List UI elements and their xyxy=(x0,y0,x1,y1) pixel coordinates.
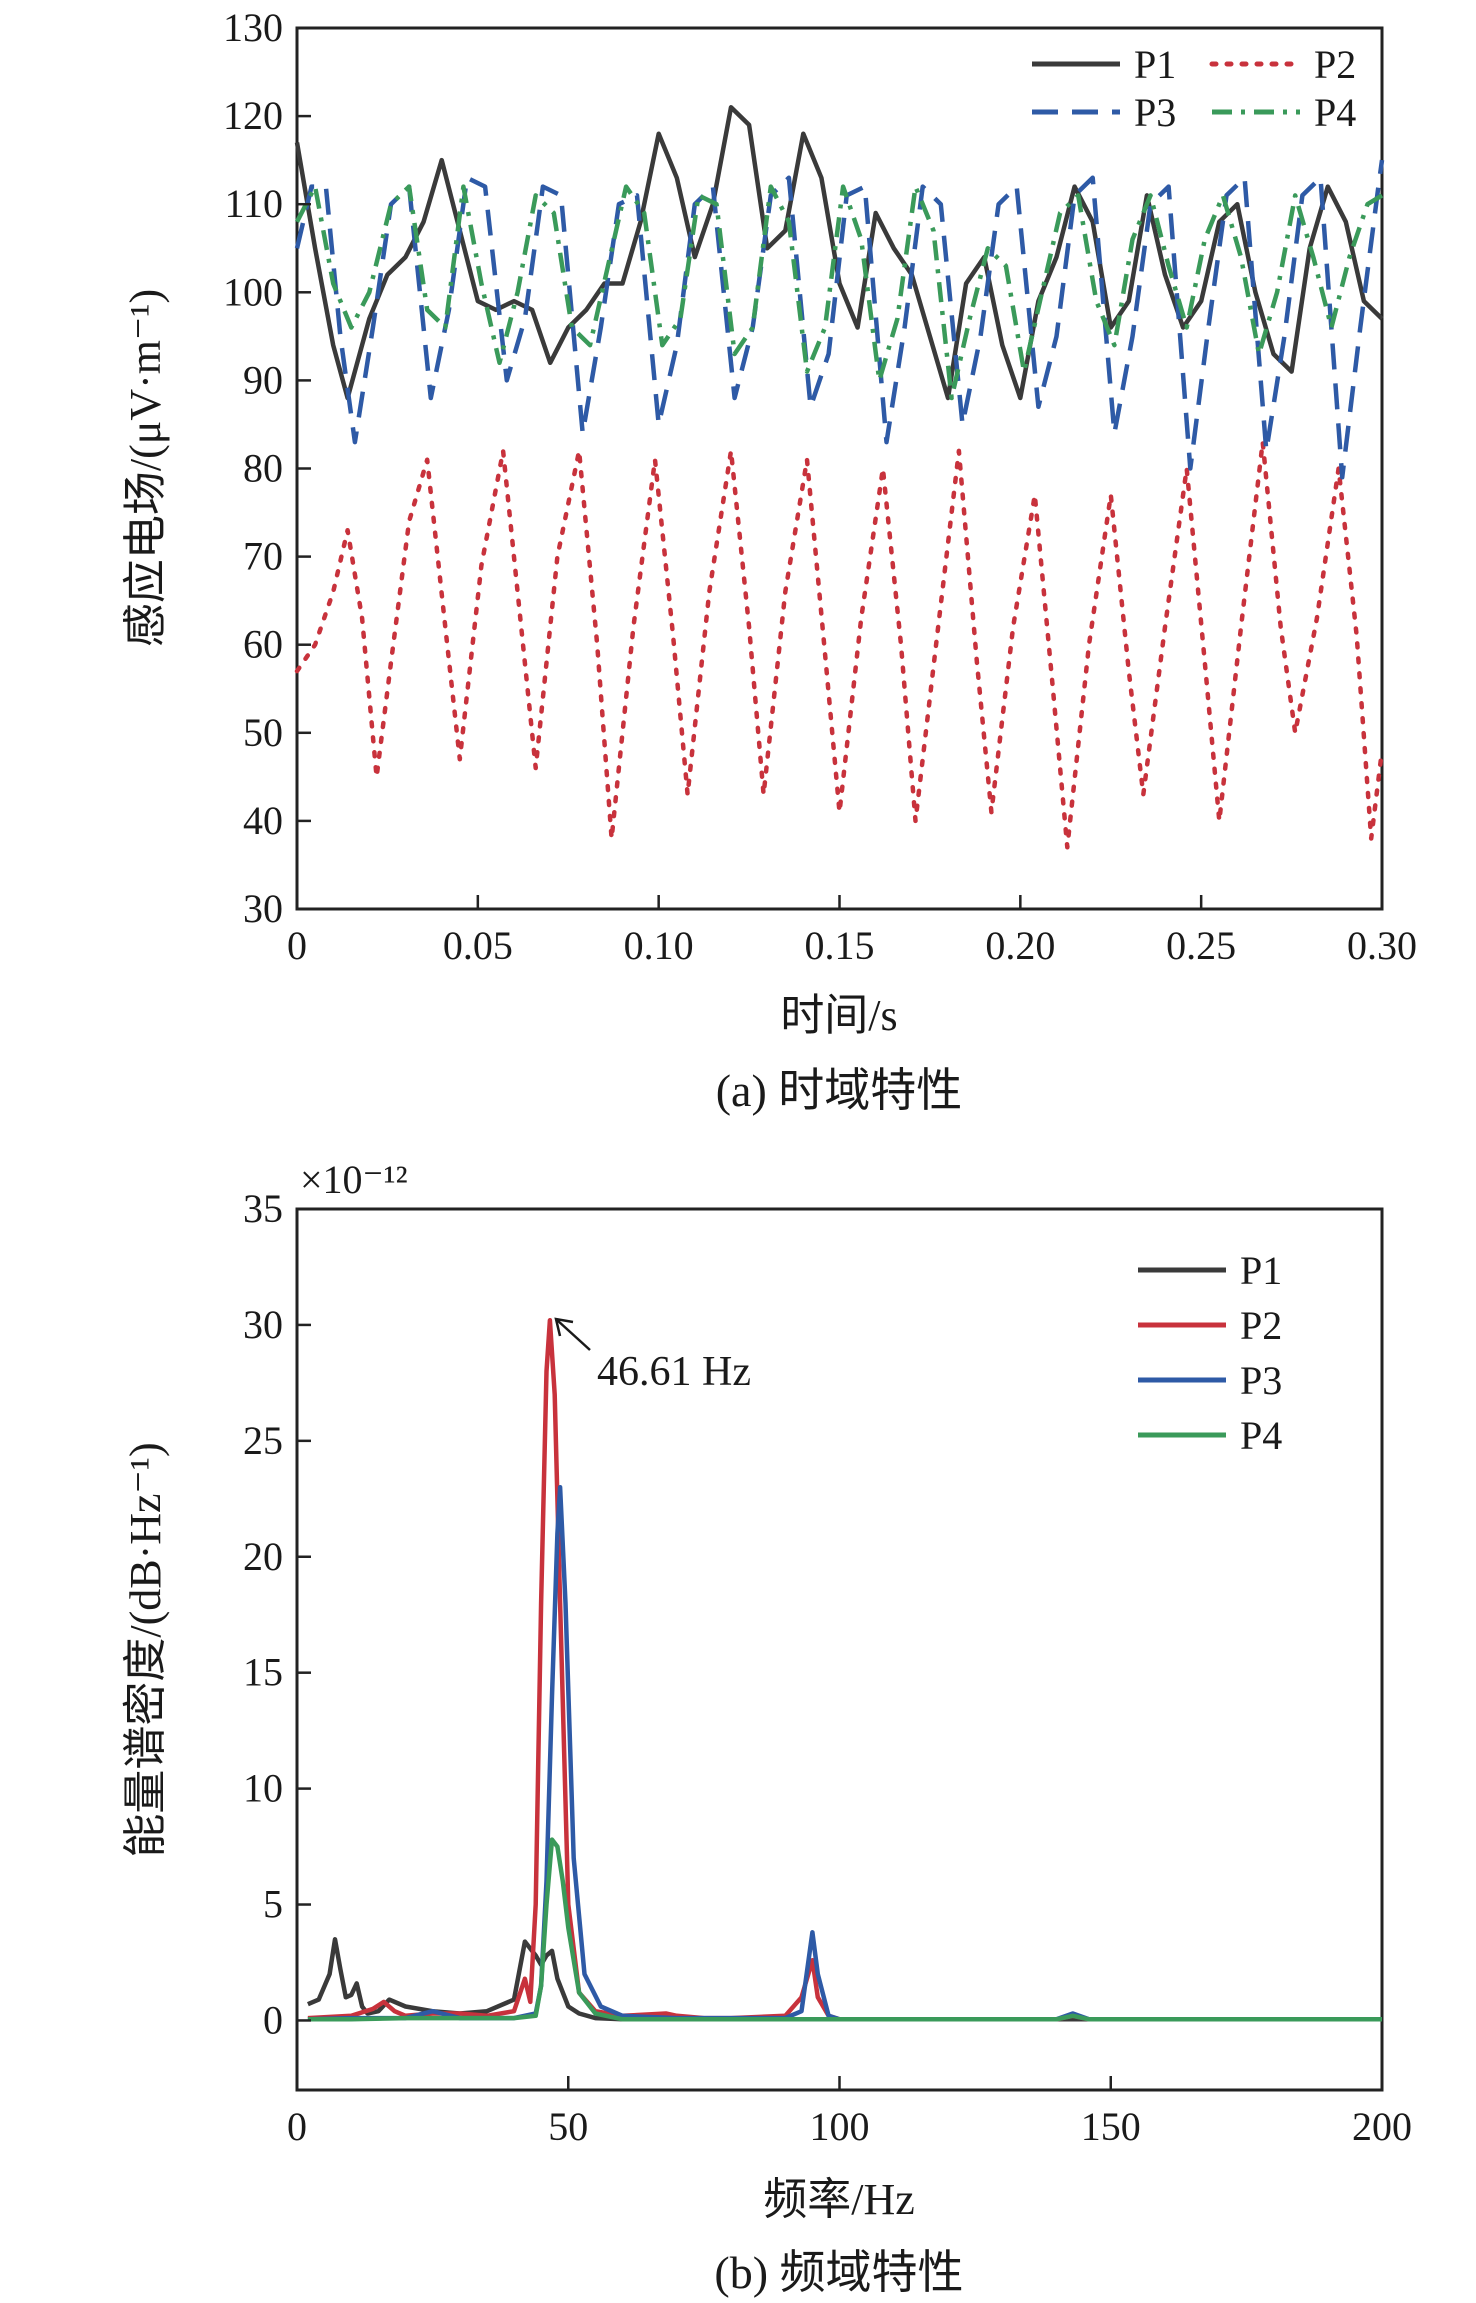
y-tick-label: 15 xyxy=(243,1650,283,1695)
series-line-p1 xyxy=(294,105,1384,401)
series-line-p1 xyxy=(307,1937,1382,2022)
y-tick-label: 35 xyxy=(243,1186,283,1231)
series-line-p2 xyxy=(294,439,1385,850)
x-tick-label: 0 xyxy=(287,2104,307,2149)
legend: P1 P2 P3 P4 xyxy=(1138,1248,1282,1458)
y-tick-label: 50 xyxy=(243,710,283,755)
plot-area-frame xyxy=(295,1207,1384,2092)
series-layer xyxy=(307,1318,1382,2022)
annotation-arrow-line xyxy=(556,1319,591,1351)
series-line-p4 xyxy=(307,1837,1382,2022)
time-domain-chart: 0 0.05 0.10 0.15 0.20 0.25 0.30 30 40 50 60 70 80 90 1… xyxy=(121,5,1417,1116)
x-tick-label: 0.05 xyxy=(443,923,513,968)
x-tick-label: 0.10 xyxy=(624,923,694,968)
series-line-p2 xyxy=(307,1318,1382,2022)
annotation-label: 46.61 Hz xyxy=(597,1349,751,1395)
legend-label-p4: P4 xyxy=(1240,1413,1282,1458)
y-axis-label: 感应电场/(μV·m⁻¹) xyxy=(121,289,170,647)
y-tick-label: 90 xyxy=(243,357,283,402)
y-axis-label: 能量谱密度/(dB·Hz⁻¹) xyxy=(121,1442,170,1857)
legend: P1 P2 P3 P4 xyxy=(1032,42,1356,135)
y-tick-label: 60 xyxy=(243,622,283,667)
x-tick-label: 0.30 xyxy=(1347,923,1417,968)
y-tick-label: 40 xyxy=(243,798,283,843)
x-axis-label: 频率/Hz xyxy=(763,2175,915,2224)
axis-ticks: 0 0.05 0.10 0.15 0.20 0.25 0.30 30 40 50 60 70 80 90 1… xyxy=(223,5,1417,968)
x-tick-label: 0.25 xyxy=(1166,923,1236,968)
legend-label-p3: P3 xyxy=(1240,1358,1282,1403)
x-tick-label: 150 xyxy=(1081,2104,1141,2149)
y-tick-label: 110 xyxy=(224,181,283,226)
series-line-p4 xyxy=(294,184,1384,401)
legend-label-p3: P3 xyxy=(1134,90,1176,135)
annotation-arrow-head xyxy=(554,1317,574,1337)
y-tick-label: 30 xyxy=(243,886,283,931)
y-tick-label: 25 xyxy=(243,1418,283,1463)
y-tick-label: 100 xyxy=(223,269,283,314)
x-axis-label: 时间/s xyxy=(780,991,897,1040)
x-tick-label: 0 xyxy=(287,923,307,968)
y-scale-multiplier: ×10⁻¹² xyxy=(300,1157,408,1202)
x-tick-label: 100 xyxy=(810,2104,870,2149)
panel-caption: (a) 时域特性 xyxy=(716,1065,963,1116)
y-tick-label: 120 xyxy=(223,93,283,138)
y-tick-label: 80 xyxy=(243,446,283,491)
series-line-p3 xyxy=(307,1484,1382,2022)
legend-label-p2: P2 xyxy=(1240,1303,1282,1348)
frequency-domain-chart: ×10⁻¹² 0 50 100 150 200 0 5 10 15 20 25 30 35 P1 P2 P3… xyxy=(121,1157,1412,2298)
x-tick-label: 200 xyxy=(1352,2104,1412,2149)
x-tick-label: 0.15 xyxy=(805,923,875,968)
y-tick-label: 5 xyxy=(263,1882,283,1927)
y-tick-label: 70 xyxy=(243,534,283,579)
y-tick-label: 20 xyxy=(243,1534,283,1579)
series-layer xyxy=(294,105,1385,850)
y-tick-label: 0 xyxy=(263,1997,283,2042)
legend-label-p2: P2 xyxy=(1314,42,1356,87)
x-tick-label: 50 xyxy=(548,2104,588,2149)
peak-annotation: 46.61 Hz xyxy=(554,1317,751,1395)
x-tick-label: 0.20 xyxy=(985,923,1055,968)
y-tick-label: 130 xyxy=(223,5,283,50)
legend-label-p4: P4 xyxy=(1314,90,1356,135)
y-tick-label: 10 xyxy=(243,1766,283,1811)
panel-caption: (b) 频域特性 xyxy=(714,2247,963,2298)
legend-label-p1: P1 xyxy=(1240,1248,1282,1293)
axis-ticks: 0 50 100 150 200 0 5 10 15 20 25 30 35 xyxy=(243,1186,1412,2149)
y-tick-label: 30 xyxy=(243,1302,283,1347)
plot-area-frame xyxy=(295,26,1384,911)
legend-label-p1: P1 xyxy=(1134,42,1176,87)
